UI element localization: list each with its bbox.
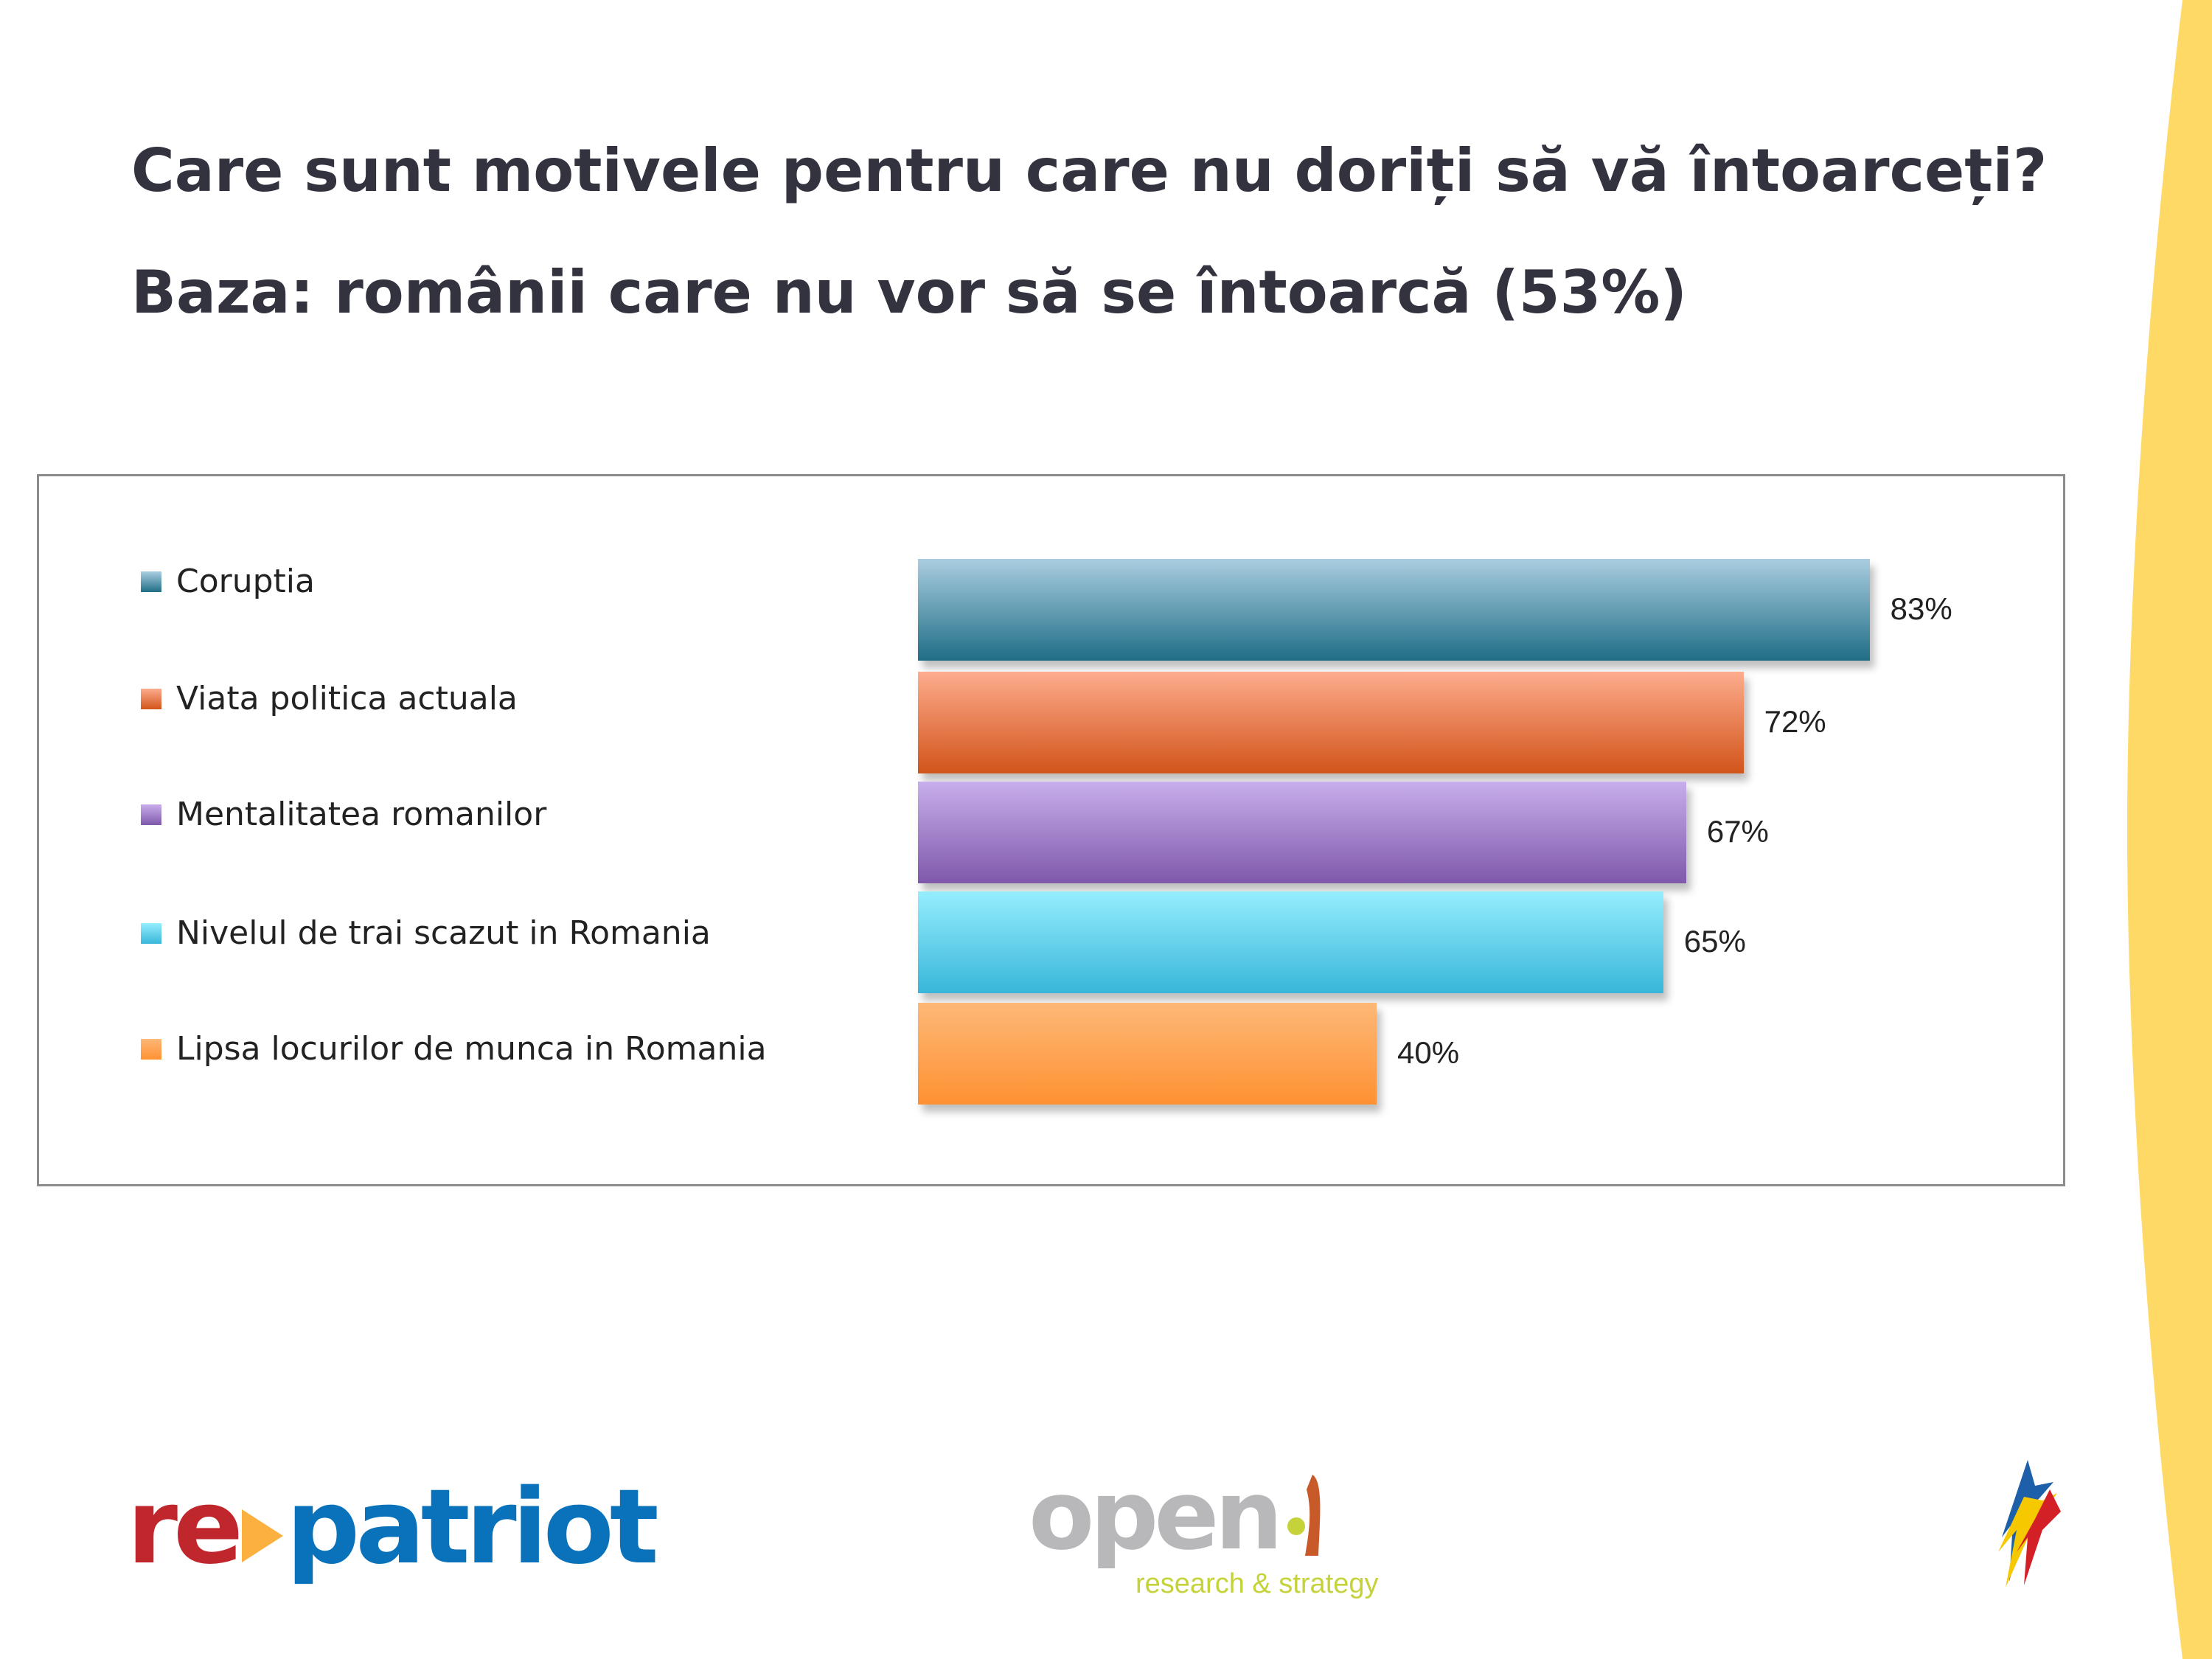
romania-flag-figure-logo (1998, 1460, 2061, 1587)
logo-tagline: research & strategy (1135, 1568, 1379, 1599)
decorative-yellow-shape (2127, 0, 2212, 1659)
legend-swatch (141, 922, 161, 944)
bar (918, 782, 1686, 883)
legend-item: Lipsa locurilor de munca in Romania (141, 1030, 767, 1068)
data-label: 72% (1764, 704, 1826, 739)
legend-label: Nivelul de trai scazut in Romania (176, 914, 711, 952)
data-label: 40% (1397, 1035, 1460, 1070)
legend-label: Lipsa locurilor de munca in Romania (176, 1030, 767, 1068)
data-label: 83% (1890, 591, 1952, 626)
data-label: 67% (1706, 814, 1769, 849)
bar (918, 559, 1870, 661)
page-subtitle: Baza: românii care nu vor să se întoarcă… (131, 258, 1687, 327)
page-title: Care sunt motivele pentru care nu doriți… (131, 136, 2048, 205)
legend-item: Nivelul de trai scazut in Romania (141, 914, 711, 952)
legend-swatch (141, 688, 161, 709)
legend-swatch (141, 571, 161, 592)
repatriot-logo: re patriot (127, 1467, 659, 1587)
logo-text-patriot: patriot (286, 1467, 659, 1587)
legend-swatch (141, 1038, 161, 1060)
bar (918, 1003, 1377, 1105)
legend-label: Coruptia (176, 563, 315, 600)
legend-label: Mentalitatea romanilor (176, 796, 547, 833)
bar-chart: Coruptia 83% Viata politica actuala 72% Ment… (37, 474, 2065, 1186)
logo-text-open: open (1029, 1459, 1283, 1571)
play-arrow-icon (242, 1509, 283, 1562)
legend-item: Mentalitatea romanilor (141, 796, 546, 833)
legend-item: Coruptia (141, 563, 315, 600)
openi-logo: open research & strategy (1029, 1467, 1378, 1600)
legend-label: Viata politica actuala (176, 680, 518, 717)
data-label: 65% (1683, 924, 1746, 959)
openi-i-mark-icon (1287, 1475, 1321, 1556)
logo-text-re: re (127, 1467, 243, 1587)
legend-item: Viata politica actuala (141, 680, 518, 717)
bar (918, 672, 1744, 773)
bar (918, 891, 1663, 993)
legend-swatch (141, 804, 161, 825)
